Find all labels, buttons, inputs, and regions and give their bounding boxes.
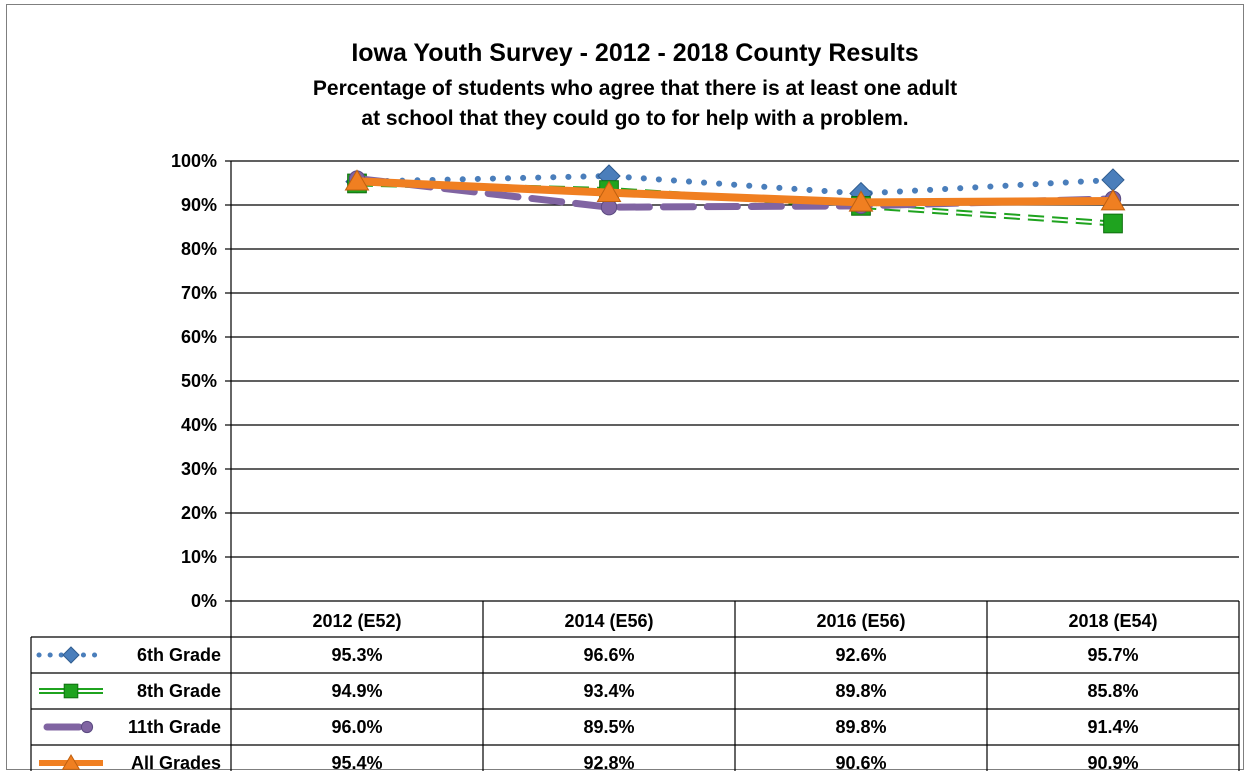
x-tick-label: 2014 (E56)	[564, 611, 653, 631]
x-tick-label: 2018 (E54)	[1068, 611, 1157, 631]
y-tick-label: 30%	[181, 459, 217, 479]
legend-label-11th-grade: 11th Grade	[128, 717, 221, 737]
y-tick-label: 80%	[181, 239, 217, 259]
y-tick-label: 90%	[181, 195, 217, 215]
data-label: 89.8%	[835, 717, 886, 737]
legend-label-all-grades: All Grades	[131, 753, 221, 771]
y-axis-ticks: 0% 10% 20% 30% 40% 50% 60% 70% 80% 90% 100%	[171, 151, 217, 611]
data-point	[1101, 168, 1125, 192]
data-point	[344, 169, 370, 191]
legend-key-8th-grade	[39, 683, 103, 699]
data-label: 96.0%	[331, 717, 382, 737]
y-tick-label: 60%	[181, 327, 217, 347]
data-label: 89.8%	[835, 681, 886, 701]
data-label: 96.6%	[583, 645, 634, 665]
data-point	[1100, 189, 1126, 211]
chart-subtitle-line-1: Percentage of students who agree that th…	[313, 77, 957, 100]
series-line-all-grades	[353, 177, 1117, 207]
chart-frame: Iowa Youth Survey - 2012 - 2018 County R…	[6, 4, 1244, 771]
series-group	[344, 164, 1126, 234]
data-label: 93.4%	[583, 681, 634, 701]
data-point	[1103, 213, 1123, 234]
series-line-6th-grade	[354, 172, 1116, 197]
line-chart: Iowa Youth Survey - 2012 - 2018 County R…	[30, 39, 1240, 771]
data-point	[848, 190, 874, 212]
data-label: 90.9%	[1087, 753, 1138, 771]
y-tick-label: 100%	[171, 151, 217, 171]
y-tick-label: 50%	[181, 371, 217, 391]
data-label: 95.4%	[331, 753, 382, 771]
legend-label-6th-grade: 6th Grade	[137, 645, 221, 665]
legend-marker	[61, 754, 81, 770]
series-all-grades	[344, 169, 1126, 212]
data-label: 94.9%	[331, 681, 382, 701]
data-label: 85.8%	[1087, 681, 1138, 701]
legend-key-11th-grade	[43, 720, 94, 734]
y-tick-label: 40%	[181, 415, 217, 435]
x-tick-label: 2016 (E56)	[816, 611, 905, 631]
legend-key-6th-grade	[36, 646, 106, 664]
data-label: 95.3%	[331, 645, 382, 665]
data-label: 89.5%	[583, 717, 634, 737]
data-point	[596, 180, 622, 202]
x-tick-label: 2012 (E52)	[312, 611, 401, 631]
data-label: 91.4%	[1087, 717, 1138, 737]
y-tick-label: 70%	[181, 283, 217, 303]
y-tick-label: 20%	[181, 503, 217, 523]
legend-marker	[80, 720, 94, 734]
chart-title: Iowa Youth Survey - 2012 - 2018 County R…	[351, 39, 918, 67]
legend-label-8th-grade: 8th Grade	[137, 681, 221, 701]
data-label: 92.6%	[835, 645, 886, 665]
gridlines	[225, 160, 1239, 771]
y-tick-label: 0%	[191, 591, 217, 611]
legend-marker	[63, 683, 79, 699]
y-tick-label: 10%	[181, 547, 217, 567]
data-label: 90.6%	[835, 753, 886, 771]
chart-subtitle-line-2: at school that they could go to for help…	[361, 107, 908, 130]
legend-key-all-grades	[39, 754, 103, 770]
legend-marker	[62, 646, 80, 664]
data-label: 95.7%	[1087, 645, 1138, 665]
data-label: 92.8%	[583, 753, 634, 771]
data-table: 2012 (E52) 2014 (E56) 2016 (E56) 2018 (E54)…	[30, 601, 1240, 771]
